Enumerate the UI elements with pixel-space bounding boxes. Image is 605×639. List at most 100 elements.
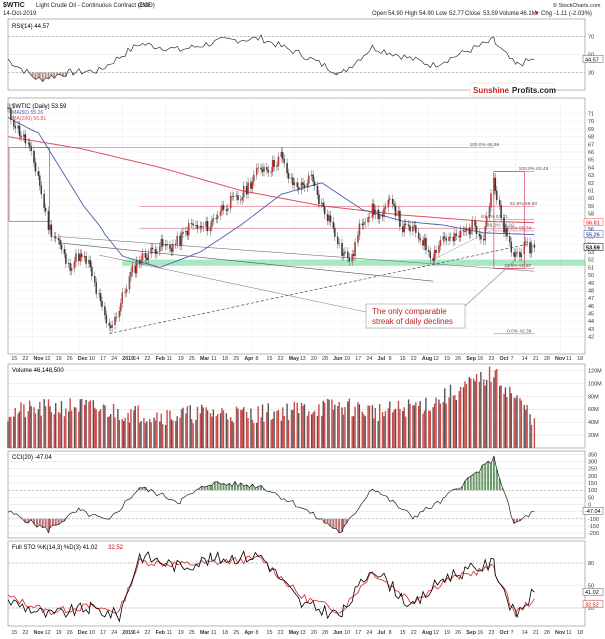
- candle-body: [465, 227, 468, 232]
- candle-body: [135, 260, 138, 274]
- candle-body: [326, 214, 329, 221]
- x-axis-label: 22: [278, 356, 284, 362]
- sto-d-line: [7, 555, 535, 618]
- volume-bar: [412, 405, 414, 448]
- candle-body: [296, 182, 298, 188]
- price-tick-label: 49: [588, 281, 594, 287]
- volume-bar: [30, 406, 32, 448]
- volume-bar: [98, 411, 100, 448]
- price-tick-label: 69: [588, 127, 594, 133]
- candle-body: [417, 232, 420, 239]
- volume-bar: [150, 422, 152, 448]
- candle-body: [94, 276, 96, 283]
- x-axis-label: May: [289, 356, 299, 362]
- candle-body: [509, 236, 511, 243]
- candle-body: [293, 182, 296, 186]
- volume-bar: [383, 416, 385, 448]
- candle-body: [70, 268, 73, 271]
- x-axis-label-bottom: 22: [22, 630, 28, 636]
- cci-tick-label: 100: [588, 488, 597, 494]
- volume-bar: [221, 408, 223, 448]
- price-tick-label: 42: [588, 335, 594, 341]
- x-axis-label-bottom: 11: [167, 630, 173, 636]
- price-legend: $WTIC (Daily) 53.59: [12, 104, 67, 110]
- candle-body: [384, 206, 387, 209]
- x-axis-label-bottom: 28: [322, 630, 328, 636]
- candle-body: [478, 233, 481, 236]
- x-axis-label: 17: [100, 356, 106, 362]
- x-axis-label-bottom: 8: [389, 630, 392, 636]
- price-tick-label: 62: [588, 181, 594, 187]
- candle-body: [202, 226, 204, 228]
- candle-body: [336, 236, 339, 244]
- x-axis-label-bottom: 15: [267, 630, 273, 636]
- candle-body: [391, 198, 394, 205]
- candle-body: [303, 184, 306, 188]
- volume-bar: [143, 417, 145, 448]
- price-tick-label: 63: [588, 173, 594, 179]
- candle-body: [399, 210, 401, 227]
- volume-bar: [94, 407, 96, 448]
- candle-body: [432, 257, 434, 261]
- volume-bar: [474, 381, 476, 448]
- candle-body: [496, 190, 498, 201]
- volume-bar: [211, 416, 213, 448]
- volume-bar: [13, 416, 15, 448]
- volume-bar: [338, 401, 340, 448]
- volume-bar: [313, 410, 316, 448]
- volume-bar: [117, 408, 119, 448]
- volume-bar: [407, 399, 410, 448]
- volume-bar: [458, 391, 460, 448]
- candle-body: [475, 226, 478, 235]
- candle-body: [49, 224, 51, 230]
- volume-bar: [7, 421, 9, 448]
- candle-body: [448, 237, 450, 241]
- volume-bar: [510, 393, 512, 448]
- volume-bar: [413, 405, 416, 448]
- candle-body: [433, 250, 436, 261]
- volume-bar: [89, 400, 92, 448]
- volume-bar: [166, 410, 168, 448]
- candle-body: [287, 173, 290, 179]
- candle-body: [332, 221, 335, 229]
- candle-body: [7, 107, 9, 109]
- volume-bar: [263, 421, 265, 448]
- volume-bar: [209, 413, 212, 448]
- volume-bar: [222, 410, 225, 448]
- volume-bar: [253, 423, 255, 448]
- sto-legend: Full STO %K(14,3) %D(3) 41.02: [12, 545, 98, 551]
- volume-bar: [215, 416, 217, 448]
- volume-bar: [403, 407, 405, 448]
- x-axis-label-bottom: 11: [211, 630, 217, 636]
- candle-body: [147, 253, 150, 261]
- candle-body: [484, 226, 486, 241]
- candle-body: [20, 135, 22, 138]
- candle-body: [18, 125, 21, 136]
- candle-body: [514, 253, 517, 257]
- volume-bar: [216, 413, 219, 448]
- candle-body: [47, 211, 50, 230]
- volume-bar: [237, 408, 239, 448]
- candle-body: [402, 226, 404, 233]
- volume-bar: [199, 413, 202, 448]
- volume-bar: [60, 401, 63, 448]
- volume-bar: [296, 402, 298, 448]
- cci-tick-label: 200: [588, 474, 597, 480]
- candle-body: [170, 248, 173, 252]
- candle-body: [342, 253, 345, 256]
- x-axis-label: 26: [67, 356, 73, 362]
- header-high: 54.90: [419, 11, 435, 17]
- volume-bar: [69, 398, 71, 448]
- volume-bar: [250, 408, 252, 448]
- candle-body: [24, 134, 27, 144]
- x-axis-label: 2019: [122, 356, 134, 362]
- support-zone: [122, 259, 586, 266]
- volume-bar: [8, 416, 11, 448]
- sto-d-value: 32.52: [585, 603, 599, 609]
- fib-label: 50.0% 55.74: [504, 225, 531, 231]
- volume-bar: [368, 405, 371, 448]
- candle-body: [526, 241, 528, 243]
- x-axis-label-bottom: 12: [433, 630, 439, 636]
- candle-body: [297, 186, 300, 190]
